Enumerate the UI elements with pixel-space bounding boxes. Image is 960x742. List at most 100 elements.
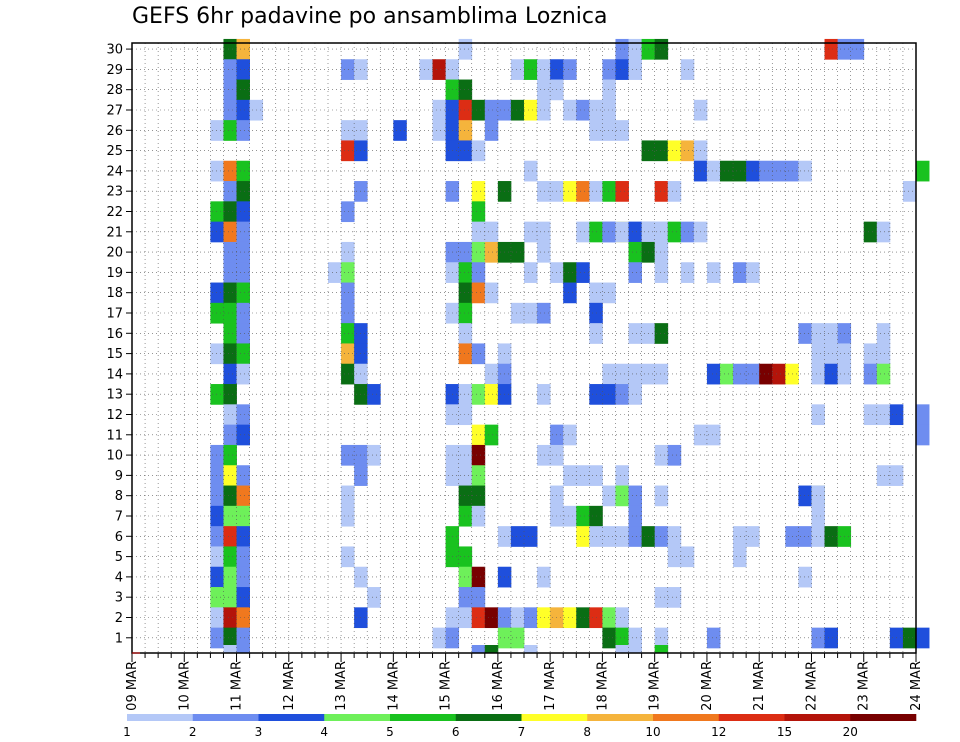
- heatmap-cell: [563, 99, 577, 121]
- heatmap-cell: [223, 79, 237, 101]
- heatmap-cell: [223, 645, 237, 654]
- x-tick-label: 23 MAR: [857, 661, 872, 711]
- heatmap-cell: [876, 404, 891, 426]
- heatmap-cell: [458, 140, 473, 162]
- heatmap-cell: [341, 262, 355, 283]
- heatmap-cell: [667, 526, 682, 547]
- heatmap-cell: [615, 181, 629, 202]
- heatmap-cell: [236, 587, 250, 608]
- heatmap-cell: [471, 343, 486, 365]
- y-tick-label: 12: [106, 408, 123, 423]
- heatmap-cell: [484, 120, 499, 141]
- heatmap-cell: [419, 59, 433, 80]
- heatmap-cell: [458, 282, 473, 304]
- heatmap-cell: [524, 262, 538, 283]
- heatmap-cell: [902, 627, 917, 649]
- legend-label: 7: [518, 725, 526, 739]
- heatmap-cell: [341, 140, 355, 162]
- heatmap-cell: [524, 607, 538, 629]
- heatmap-cell: [654, 587, 669, 608]
- heatmap-cell: [654, 181, 669, 202]
- heatmap-cell: [824, 323, 838, 344]
- heatmap-cell: [628, 323, 642, 344]
- heatmap-cell: [236, 241, 250, 263]
- legend-swatch: [653, 714, 720, 721]
- heatmap-cell: [720, 160, 734, 182]
- y-tick-label: 6: [115, 530, 123, 545]
- heatmap-cell: [510, 526, 525, 547]
- heatmap-cell: [210, 607, 224, 629]
- heatmap-cell: [563, 59, 577, 80]
- heatmap-cell: [680, 221, 695, 243]
- heatmap-cell: [720, 363, 734, 385]
- heatmap-cell: [458, 38, 473, 60]
- heatmap-cell: [733, 160, 747, 182]
- heatmap-cell: [223, 323, 237, 344]
- y-tick-label: 15: [106, 347, 123, 362]
- heatmap-cell: [602, 384, 616, 405]
- heatmap-cell: [458, 120, 473, 141]
- heatmap-cell: [680, 59, 695, 80]
- heatmap-cell: [563, 424, 577, 446]
- heatmap-cell: [458, 485, 473, 507]
- heatmap-cell: [537, 59, 551, 80]
- heatmap-cell: [811, 526, 825, 547]
- heatmap-cell: [223, 302, 237, 324]
- heatmap-cell: [223, 546, 237, 568]
- heatmap-cell: [863, 404, 878, 426]
- heatmap-cell: [510, 241, 525, 263]
- heatmap-cell: [223, 607, 237, 629]
- heatmap-cell: [432, 99, 446, 121]
- heatmap-cell: [328, 262, 342, 283]
- heatmap-cell: [615, 221, 629, 243]
- heatmap-cell: [876, 343, 891, 365]
- heatmap-cell: [863, 363, 878, 385]
- y-tick-label: 7: [115, 509, 123, 524]
- heatmap-cell: [484, 384, 499, 405]
- y-tick-label: 24: [106, 164, 123, 179]
- y-tick-label: 2: [115, 611, 123, 626]
- y-tick-label: 16: [106, 327, 123, 342]
- heatmap-cell: [602, 363, 616, 385]
- heatmap-cell: [811, 627, 825, 649]
- heatmap-cell: [615, 627, 629, 649]
- heatmap-cell: [367, 444, 381, 466]
- heatmap-cell: [824, 38, 838, 60]
- heatmap-cell: [654, 241, 669, 263]
- heatmap-cell: [210, 505, 224, 527]
- legend-swatch: [587, 714, 654, 721]
- heatmap-cell: [223, 566, 237, 588]
- heatmap-cell: [458, 343, 473, 365]
- legend-swatch: [718, 714, 785, 721]
- heatmap-cell: [733, 262, 747, 283]
- x-tick-label: 16 MAR: [491, 661, 506, 711]
- heatmap-cell: [654, 38, 669, 60]
- y-tick-label: 28: [106, 83, 123, 98]
- x-tick-label: 13 MAR: [334, 661, 349, 711]
- heatmap-cell: [484, 424, 499, 446]
- heatmap-cell: [798, 485, 812, 507]
- y-tick-label: 10: [106, 449, 123, 464]
- heatmap-cell: [628, 59, 642, 80]
- y-tick-label: 3: [115, 591, 123, 606]
- heatmap-cell: [733, 363, 747, 385]
- heatmap-cell: [458, 262, 473, 283]
- heatmap-cell: [576, 181, 590, 202]
- heatmap-cell: [524, 302, 538, 324]
- heatmap-cell: [458, 99, 473, 121]
- heatmap-cell: [524, 526, 538, 547]
- heatmap-cell: [602, 221, 616, 243]
- heatmap-cell: [223, 587, 237, 608]
- heatmap-cell: [341, 241, 355, 263]
- heatmap-cell: [471, 384, 486, 405]
- heatmap-cell: [811, 363, 825, 385]
- heatmap-cell: [236, 201, 250, 223]
- heatmap-cell: [811, 323, 825, 344]
- heatmap-cell: [876, 323, 891, 344]
- heatmap-cell: [667, 140, 682, 162]
- heatmap-cell: [236, 424, 250, 446]
- legend-swatch: [258, 714, 325, 721]
- heatmap-cell: [615, 645, 629, 654]
- x-tick-label: 11 MAR: [230, 661, 245, 711]
